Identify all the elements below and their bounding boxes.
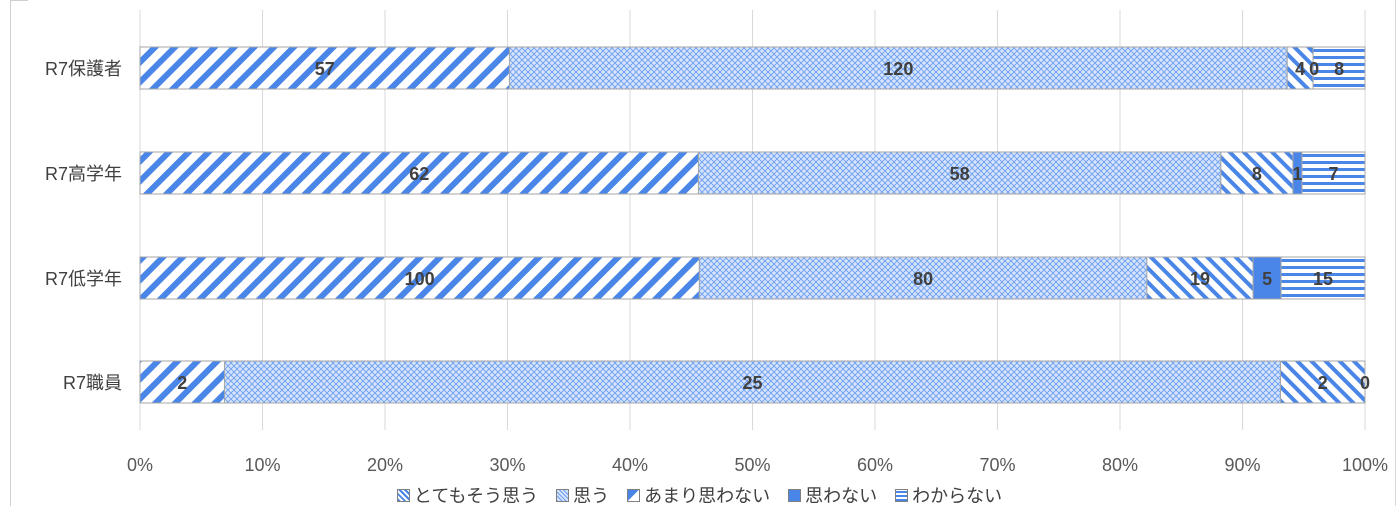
x-tick-label: 30% bbox=[489, 455, 525, 475]
bar-segment bbox=[223, 360, 1282, 404]
legend-swatch bbox=[895, 488, 909, 502]
x-tick-label: 70% bbox=[979, 455, 1015, 475]
x-tick-label: 80% bbox=[1102, 455, 1138, 475]
data-label: 0 bbox=[1309, 59, 1319, 79]
legend-swatch bbox=[556, 488, 570, 502]
x-tick-label: 90% bbox=[1224, 455, 1260, 475]
bar-segment bbox=[697, 151, 1222, 195]
bar-segment bbox=[139, 360, 225, 404]
bar-segment bbox=[1286, 46, 1314, 90]
legend-item: 思わない bbox=[788, 482, 877, 508]
bar-segment bbox=[139, 46, 510, 90]
data-label: 62 bbox=[409, 164, 429, 184]
legend-label: 思わない bbox=[805, 486, 878, 506]
bar-segment bbox=[139, 151, 699, 195]
legend-label: 思う bbox=[573, 486, 610, 506]
bar-segment bbox=[139, 256, 700, 300]
data-label: 120 bbox=[883, 59, 913, 79]
bars bbox=[139, 46, 1366, 404]
data-label: 80 bbox=[913, 269, 933, 289]
legend-item: 思う bbox=[556, 482, 609, 508]
x-tick-label: 40% bbox=[612, 455, 648, 475]
legend-label: とてもそう思う bbox=[413, 486, 539, 506]
category-labels: R7保護者 R7高学年 R7低学年 R7職員 bbox=[45, 59, 122, 393]
x-axis-ticks: 0% 10% 20% 30% 40% 50% 60% 70% 80% 90% 100% bbox=[127, 455, 1388, 475]
x-tick-label: 10% bbox=[244, 455, 280, 475]
data-label: 8 bbox=[1252, 164, 1262, 184]
legend: とてもそう思う 思う あまり思わない 思わない わからない bbox=[0, 482, 1399, 508]
data-label: 1 bbox=[1292, 164, 1302, 184]
legend-item: とてもそう思う bbox=[396, 482, 539, 508]
data-label: 7 bbox=[1328, 164, 1338, 184]
data-label: 57 bbox=[315, 59, 335, 79]
data-label: 19 bbox=[1190, 269, 1210, 289]
bar-segment bbox=[1312, 46, 1366, 90]
data-label: 2 bbox=[1318, 373, 1328, 393]
legend-swatch bbox=[788, 488, 802, 502]
legend-swatch bbox=[396, 488, 410, 502]
category-label: R7高学年 bbox=[45, 164, 122, 184]
data-label: 58 bbox=[950, 164, 970, 184]
x-tick-label: 60% bbox=[857, 455, 893, 475]
data-label: 8 bbox=[1334, 59, 1344, 79]
bar-segment bbox=[1280, 256, 1366, 300]
bar-segment bbox=[508, 46, 1288, 90]
data-label: 5 bbox=[1262, 269, 1272, 289]
x-tick-label: 100% bbox=[1342, 455, 1388, 475]
bar-segment bbox=[1146, 256, 1254, 300]
data-label: 100 bbox=[405, 269, 435, 289]
data-label: 0 bbox=[1360, 373, 1370, 393]
data-label: 15 bbox=[1313, 269, 1333, 289]
x-tick-label: 0% bbox=[127, 455, 153, 475]
legend-swatch bbox=[627, 488, 641, 502]
chart-frame-top bbox=[10, 0, 28, 1]
data-label: 4 bbox=[1295, 59, 1305, 79]
chart-frame-left bbox=[10, 0, 11, 506]
x-tick-label: 20% bbox=[367, 455, 403, 475]
legend-label: あまり思わない bbox=[644, 486, 771, 506]
bar-segment bbox=[1220, 151, 1294, 195]
data-label: 2 bbox=[177, 373, 187, 393]
legend-item: わからない bbox=[895, 482, 1002, 508]
data-label: 25 bbox=[742, 373, 762, 393]
category-label: R7保護者 bbox=[45, 59, 122, 79]
legend-label: わからない bbox=[912, 486, 1003, 506]
legend-item: あまり思わない bbox=[627, 482, 770, 508]
category-label: R7職員 bbox=[63, 373, 122, 393]
category-label: R7低学年 bbox=[45, 269, 122, 289]
bar-segment bbox=[1301, 151, 1366, 195]
x-tick-label: 50% bbox=[734, 455, 770, 475]
bar-segment bbox=[1280, 360, 1366, 404]
chart-frame-right bbox=[1395, 0, 1396, 506]
